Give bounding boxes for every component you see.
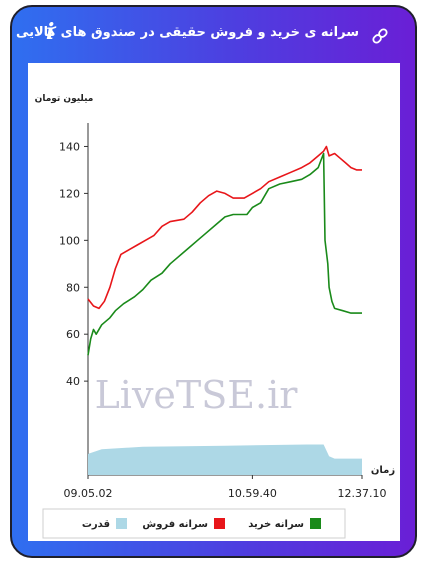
series-power-area (88, 444, 362, 475)
y-tick-label: 60 (66, 328, 80, 341)
y-tick-label: 120 (59, 187, 80, 200)
info-icon[interactable]: i (46, 19, 55, 45)
x-tick-label: 12.37.10 (338, 487, 387, 500)
chart-panel: میلیون تومان زمان LiveTSE.ir 40 60 80 100 12… (28, 63, 400, 541)
legend-label: سرانه فروش (142, 519, 208, 530)
legend-label: سرانه خرید (248, 519, 304, 530)
y-tick-label: 140 (59, 140, 80, 153)
link-icon[interactable] (371, 27, 389, 45)
chart-title: سرانه ی خرید و فروش حقیقی در صندوق های ک… (15, 25, 359, 40)
legend-swatch (214, 518, 225, 529)
watermark: LiveTSE.ir (95, 373, 299, 417)
legend-label: قدرت (82, 519, 110, 530)
y-tick-label: 40 (66, 375, 80, 388)
x-tick-label: 10.59.40 (228, 487, 277, 500)
legend-swatch (310, 518, 321, 529)
x-tick-label: 09.05.02 (64, 487, 113, 500)
legend-swatch (116, 518, 127, 529)
x-axis-label: زمان (371, 465, 395, 476)
chart-svg: میلیون تومان زمان LiveTSE.ir 40 60 80 100 12… (35, 94, 395, 539)
y-axis-label: میلیون تومان (35, 94, 94, 104)
series-buy-line (87, 152, 362, 356)
y-tick-label: 80 (66, 281, 80, 294)
card-header: i سرانه ی خرید و فروش حقیقی در صندوق های… (12, 7, 415, 63)
series-sell-line (87, 145, 362, 310)
y-tick-label: 100 (59, 234, 80, 247)
legend: سرانه خرید سرانه فروش قدرت (42, 508, 346, 539)
chart-card: i سرانه ی خرید و فروش حقیقی در صندوق های… (10, 5, 417, 558)
